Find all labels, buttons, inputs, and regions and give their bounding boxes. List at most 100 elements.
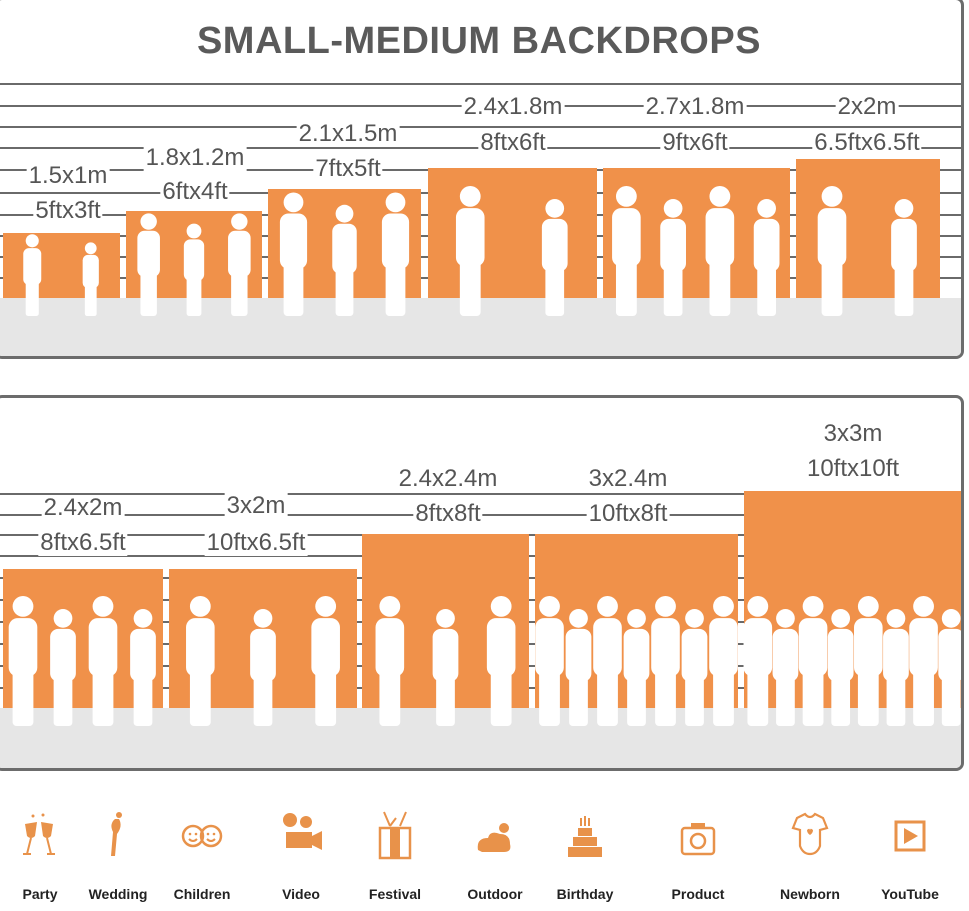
camera-icon (680, 823, 716, 856)
use-wedding: Wedding (73, 800, 163, 902)
size-label-imperial: 8ftx6.5ft (38, 529, 128, 556)
person-silhouette (623, 609, 650, 726)
use-label: Birthday (556, 886, 614, 902)
ruler-line (0, 83, 961, 85)
person-silhouette (82, 242, 99, 316)
person-silhouette (681, 609, 708, 726)
person-silhouette (772, 609, 799, 726)
person-silhouette (23, 234, 42, 316)
children-faces-icon (181, 824, 223, 848)
size-label-metric: 3x2m (224, 492, 288, 519)
size-label-metric: 1.8x1.2m (143, 144, 247, 171)
use-outdoor: Outdoor (450, 800, 540, 902)
play-button-icon (894, 820, 926, 852)
person-silhouette (651, 596, 680, 726)
size-label-imperial: 8ftx8ft (413, 500, 483, 527)
person-silhouette (381, 192, 410, 316)
birthday-cake-icon (568, 816, 602, 857)
use-birthday: Birthday (540, 800, 630, 902)
size-label-imperial: 8ftx6ft (478, 129, 548, 156)
use-label: Wedding (88, 886, 148, 902)
use-children: Children (157, 800, 247, 902)
person-silhouette (375, 596, 405, 726)
person-silhouette (250, 609, 276, 726)
use-festival: Festival (350, 800, 440, 902)
person-silhouette (593, 596, 622, 726)
person-silhouette (817, 186, 847, 316)
size-label-metric: 3x2.4m (586, 465, 670, 492)
ruler-line (0, 493, 961, 495)
person-silhouette (486, 596, 516, 726)
ruler-line (0, 126, 961, 128)
person-silhouette (88, 596, 118, 726)
use-label: YouTube (881, 886, 939, 902)
person-silhouette (798, 596, 828, 726)
person-silhouette (753, 199, 780, 316)
person-silhouette (130, 609, 156, 726)
use-party: Party (0, 800, 85, 902)
person-silhouette (660, 199, 686, 316)
use-label: Outdoor (467, 886, 523, 902)
people-silhouettes (23, 186, 917, 316)
video-camera-icon (283, 813, 322, 850)
gift-box-icon (378, 811, 412, 860)
champagne-glasses-icon (23, 813, 55, 855)
person-silhouette (891, 199, 917, 316)
baby-onesie-icon (791, 812, 829, 856)
use-label: Product (671, 886, 725, 902)
size-label-metric: 1.5x1m (26, 162, 110, 189)
person-silhouette (883, 609, 909, 726)
use-product: Product (653, 800, 743, 902)
person-silhouette (827, 609, 854, 726)
size-label-imperial: 10ftx8ft (586, 500, 670, 527)
person-silhouette (228, 213, 251, 316)
use-label: Children (173, 886, 231, 902)
person-silhouette (137, 213, 160, 316)
size-label-metric: 2x2m (835, 93, 899, 120)
floor (0, 708, 961, 768)
person-silhouette (612, 186, 641, 316)
use-video: Video (256, 800, 346, 902)
person-silhouette (8, 596, 38, 726)
size-label-metric: 2.4x2.4m (396, 465, 500, 492)
size-label-imperial: 6.5ftx6.5ft (812, 129, 922, 156)
use-label: Newborn (780, 886, 840, 902)
size-label-imperial: 10ftx6.5ft (204, 529, 308, 556)
backdrop-1.5x1m (3, 233, 120, 298)
person-silhouette (854, 596, 883, 726)
size-label-metric: 2.1x1.5m (296, 120, 400, 147)
people-silhouettes (8, 596, 961, 726)
size-label-imperial: 10ftx10ft (804, 455, 902, 482)
size-label-imperial: 5ftx3ft (33, 197, 103, 224)
size-label-imperial: 6ftx4ft (160, 178, 230, 205)
cloud-icon (477, 823, 511, 852)
person-silhouette (332, 204, 357, 316)
person-silhouette (183, 223, 205, 316)
person-silhouette (705, 186, 735, 316)
use-youtube: YouTube (865, 800, 955, 902)
usage-icons-row: Party Wedding Children Video Festival Outdoor… (0, 800, 969, 911)
size-label-metric: 2.4x2m (41, 494, 125, 521)
use-newborn: Newborn (765, 800, 855, 902)
person-silhouette (50, 609, 76, 726)
use-label: Party (22, 886, 58, 902)
size-label-imperial: 7ftx5ft (313, 155, 383, 182)
person-silhouette (541, 199, 568, 316)
size-label-metric: 2.4x1.8m (461, 93, 565, 120)
person-silhouette (455, 186, 485, 316)
wedding-couple-icon (111, 812, 122, 856)
person-silhouette (311, 596, 340, 726)
person-silhouette (909, 596, 938, 726)
size-label-metric: 3x3m (821, 420, 885, 447)
person-silhouette (565, 609, 592, 726)
person-silhouette (432, 609, 459, 726)
use-label: Video (282, 886, 320, 902)
person-silhouette (743, 596, 773, 726)
person-silhouette (709, 596, 738, 726)
use-label: Festival (368, 886, 422, 902)
small-backdrops-panel: SMALL-MEDIUM BACKDROPS 1.5x1m 5ftx3ft 1.8x… (0, 0, 964, 359)
person-silhouette (186, 596, 215, 726)
page-title: SMALL-MEDIUM BACKDROPS (196, 20, 762, 62)
medium-backdrops-panel: 2.4x2m 8ftx6.5ft 3x2m 10ftx6.5ft 2.4x2.4m 8ft… (0, 395, 964, 771)
person-silhouette (938, 609, 961, 726)
